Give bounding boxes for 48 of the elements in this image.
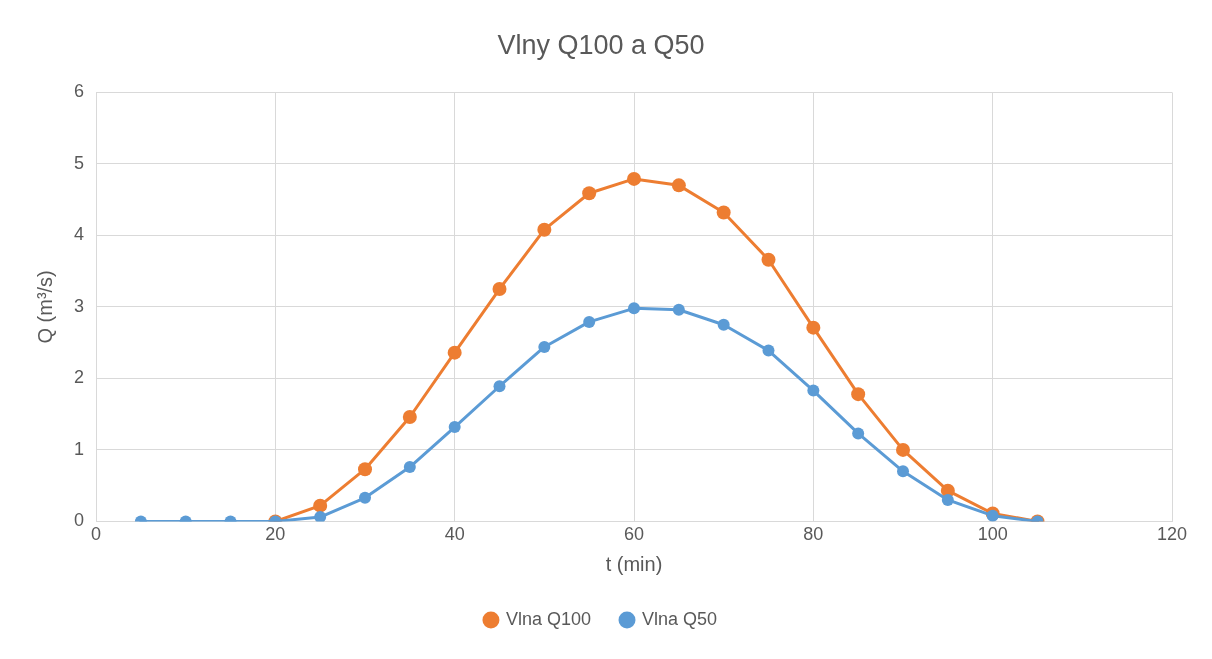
x-tick-label: 120 [1156, 524, 1188, 545]
point [493, 380, 506, 393]
point [359, 491, 372, 504]
point [582, 186, 597, 201]
y-tick-label: 3 [74, 295, 85, 316]
point [314, 511, 327, 522]
y-tick-label: 0 [74, 510, 85, 531]
point [762, 344, 775, 357]
point [851, 387, 866, 402]
point [583, 315, 596, 328]
y-tick-label: 6 [74, 81, 85, 102]
x-tick-label: 100 [977, 524, 1008, 545]
y-axis-title: Q (m³/s) [33, 270, 56, 344]
point [403, 461, 416, 474]
point [807, 384, 820, 397]
y-tick-label: 5 [74, 152, 85, 173]
point [628, 302, 641, 315]
x-tick-label: 40 [444, 524, 465, 545]
x-axis-title: t (min) [605, 552, 663, 575]
point [852, 427, 865, 440]
point [627, 171, 642, 186]
point [761, 252, 776, 267]
point [896, 442, 910, 457]
x-tick-label: 80 [803, 524, 824, 545]
x-tick-label: 60 [623, 524, 645, 545]
point [941, 493, 954, 506]
point [313, 498, 328, 513]
legend-label: Vlna Q50 [642, 608, 718, 629]
x-tick-label: 0 [91, 524, 102, 545]
chart-title: Vlny Q100 a Q50 [497, 29, 705, 60]
point [716, 205, 731, 220]
point [447, 345, 462, 360]
point [448, 421, 461, 434]
point [897, 465, 909, 478]
point [672, 303, 685, 316]
point [538, 340, 551, 353]
point [671, 178, 686, 193]
point [537, 222, 552, 237]
y-tick-label: 2 [74, 367, 85, 388]
point [806, 320, 821, 335]
legend-label: Vlna Q100 [505, 608, 592, 629]
y-tick-label: 1 [74, 438, 85, 459]
point [717, 318, 730, 331]
point [402, 410, 417, 425]
point [358, 462, 373, 477]
point [492, 282, 507, 297]
x-tick-label: 20 [265, 524, 286, 545]
y-tick-label: 4 [74, 224, 85, 245]
